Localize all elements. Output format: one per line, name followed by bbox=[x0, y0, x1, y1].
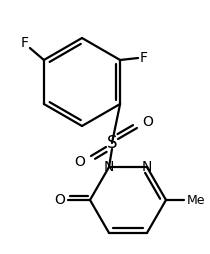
Text: F: F bbox=[140, 51, 148, 65]
Text: S: S bbox=[107, 134, 117, 152]
Text: N: N bbox=[142, 160, 152, 174]
Text: Me: Me bbox=[187, 194, 205, 207]
Text: F: F bbox=[21, 36, 29, 50]
Text: N: N bbox=[104, 160, 114, 174]
Text: O: O bbox=[75, 155, 85, 169]
Text: O: O bbox=[55, 193, 66, 207]
Text: O: O bbox=[143, 115, 154, 129]
